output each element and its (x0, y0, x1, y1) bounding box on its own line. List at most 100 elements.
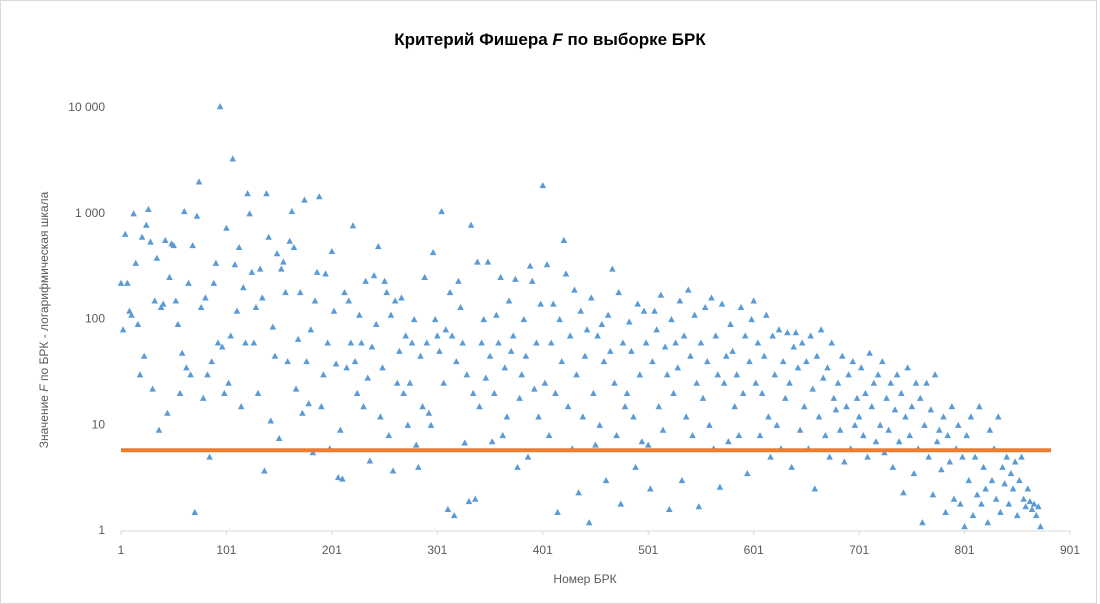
point (978, 500, 985, 507)
point (385, 431, 393, 439)
point (345, 297, 353, 304)
point (630, 413, 637, 420)
point (539, 181, 547, 189)
point (541, 379, 549, 386)
point (404, 421, 412, 428)
point (725, 438, 732, 445)
x-tick-label: 601 (744, 543, 764, 557)
point (782, 394, 789, 401)
point (362, 277, 369, 284)
point (482, 374, 490, 381)
point (189, 242, 197, 249)
point (872, 438, 880, 445)
point (556, 316, 563, 323)
point (396, 347, 403, 354)
point (545, 431, 553, 439)
point (672, 339, 679, 346)
point (263, 190, 270, 197)
point (535, 413, 542, 420)
point (988, 477, 996, 484)
point (126, 307, 133, 314)
point (748, 316, 755, 323)
point (488, 438, 496, 445)
point (248, 268, 256, 275)
point (286, 237, 294, 244)
point (992, 495, 1000, 502)
point (571, 286, 578, 293)
point (973, 491, 981, 498)
point (1013, 512, 1021, 519)
point (193, 212, 201, 219)
point (280, 258, 287, 265)
point (573, 371, 580, 378)
point (971, 453, 979, 460)
point (174, 320, 182, 327)
point (337, 426, 344, 433)
point (687, 352, 694, 359)
point (587, 294, 595, 301)
point (507, 347, 515, 354)
point (356, 311, 363, 318)
point (412, 441, 420, 448)
point (533, 339, 540, 346)
point (143, 221, 150, 228)
point (592, 441, 599, 448)
point (313, 268, 321, 275)
point (674, 364, 682, 371)
y-tick-label: 10 (92, 417, 106, 431)
point (803, 358, 810, 365)
point (594, 332, 601, 339)
point (625, 318, 633, 325)
point (526, 262, 534, 269)
point (417, 352, 424, 359)
point (815, 413, 823, 420)
point (170, 242, 178, 249)
point (760, 352, 768, 359)
point (493, 311, 500, 318)
point (773, 421, 781, 428)
point (1003, 453, 1011, 460)
point (231, 261, 239, 268)
point (784, 329, 791, 336)
point (374, 243, 382, 250)
point (857, 364, 865, 371)
point (889, 463, 897, 470)
y-tick-label: 1 (98, 523, 105, 537)
point (221, 389, 228, 397)
point (845, 371, 852, 378)
point (522, 352, 530, 359)
point (1028, 505, 1036, 513)
point (134, 320, 142, 327)
point (210, 279, 218, 286)
point (358, 339, 365, 346)
point (946, 458, 954, 465)
point (225, 379, 232, 386)
point (495, 339, 502, 346)
point (166, 273, 173, 281)
point (997, 508, 1004, 515)
point (615, 289, 622, 296)
point (343, 364, 350, 371)
point (151, 297, 159, 304)
point (636, 371, 644, 378)
point (282, 289, 289, 296)
point (769, 332, 776, 339)
point (227, 332, 234, 339)
point (1001, 480, 1008, 487)
point (383, 289, 391, 296)
point (1018, 453, 1025, 460)
point (788, 463, 795, 470)
point (697, 339, 705, 346)
point (961, 523, 968, 530)
point (746, 358, 753, 365)
point (925, 453, 933, 460)
point (727, 320, 734, 327)
point (277, 265, 285, 272)
point (935, 426, 943, 433)
point (756, 431, 764, 439)
point (389, 467, 397, 474)
point (520, 316, 528, 323)
point (729, 347, 736, 354)
point (822, 431, 829, 439)
